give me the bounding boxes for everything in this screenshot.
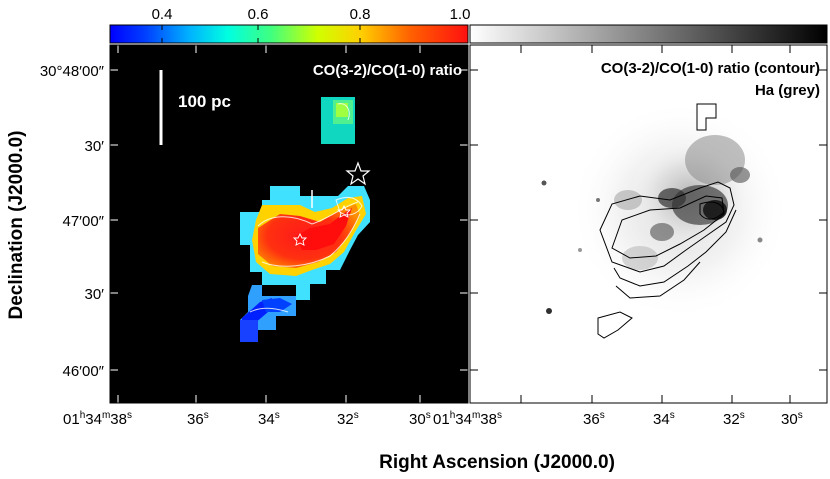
colorbar-tick-label: 1.0 — [450, 6, 471, 23]
x-tick-label: 01h34m38s — [433, 410, 502, 428]
y-tick-label: 30°48′00″ — [40, 63, 105, 80]
right-panel-ticks — [470, 45, 827, 403]
ha-image — [541, 100, 790, 320]
star-marker-small-icon — [336, 204, 352, 218]
x-tick-label: 32s — [337, 410, 359, 428]
star-marker-icon — [345, 161, 371, 186]
x-tick-label: 30s — [409, 410, 431, 428]
right-panel-sublabel: Ha (grey) — [755, 82, 820, 99]
left-panel-label: CO(3-2)/CO(1-0) ratio — [313, 62, 462, 79]
scale-bar-label: 100 pc — [178, 92, 231, 111]
y-tick-label: 47′00″ — [63, 213, 105, 230]
colorbar-tick-label: 0.4 — [152, 6, 173, 23]
y-tick-label: 46′00″ — [63, 363, 105, 380]
colorbar-tick-label: 0.6 — [248, 6, 269, 23]
x-tick-label: 32s — [723, 410, 745, 428]
ratio-contours — [597, 103, 737, 339]
right-panel-label: CO(3-2)/CO(1-0) ratio (contour) — [601, 60, 820, 77]
left-panel-frame — [109, 44, 469, 404]
x-tick-label: 01h34m38s — [63, 410, 132, 428]
left-panel-ticks — [110, 45, 468, 403]
x-tick-label: 30s — [781, 410, 803, 428]
ratio-map — [240, 97, 370, 342]
colorbar-ratio — [109, 24, 469, 44]
x-axis-title: Right Ascension (J2000.0) — [379, 452, 615, 473]
y-axis-title: Declination (J2000.0) — [6, 130, 27, 319]
x-tick-label: 36s — [583, 410, 605, 428]
colorbar-ticks — [161, 25, 469, 43]
y-tick-label: 30′ — [85, 138, 105, 155]
x-tick-label: 34s — [653, 410, 675, 428]
star-marker-small-icon — [292, 232, 308, 246]
colorbar-tick-label: 0.8 — [350, 6, 371, 23]
colorbar-ha — [469, 24, 828, 44]
y-tick-label: 30′ — [85, 286, 105, 303]
x-tick-label: 34s — [258, 410, 280, 428]
x-tick-label: 36s — [187, 410, 209, 428]
